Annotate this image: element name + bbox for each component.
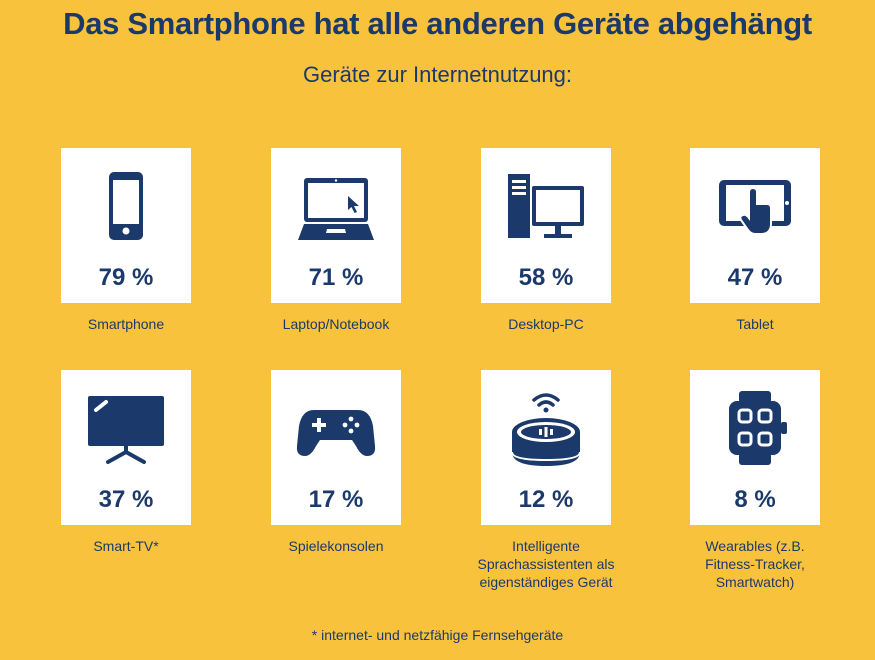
smartwatch-icon [729,391,787,465]
device-label-line: Smartphone [87,316,165,332]
device-card-smartphone: 79 % [61,148,191,303]
device-card-tablet: 47 % [690,148,820,303]
device-value: 8 % [734,486,776,513]
smart-speaker-icon [511,393,581,466]
device-label-line: Intelligente [512,538,580,554]
device-label-line: Smartwatch) [715,574,795,590]
smartphone-icon [109,172,143,240]
device-value: 37 % [98,486,154,513]
device-label: Intelligente Sprachassistenten als eigen… [456,537,636,591]
device-card-laptop: 71 % [271,148,401,303]
device-card-smart-speaker: 12 % [481,370,611,525]
laptop-icon [298,178,374,240]
page-title: Das Smartphone hat alle anderen Geräte a… [63,6,812,41]
device-label-line: Desktop-PC [508,316,584,332]
chart-subtitle: Geräte zur Internetnutzung: [302,62,573,87]
device-label: Wearables (z.B. Fitness-Tracker, Smartwa… [665,537,845,591]
desktop-pc-icon [508,174,584,238]
device-label: Smart-TV* [36,537,216,555]
smart-tv-icon [88,396,164,464]
device-card-smartwatch: 8 % [690,370,820,525]
device-label: Desktop-PC [456,315,636,333]
device-label: Smartphone [36,315,216,333]
device-card-smart-tv: 37 % [61,370,191,525]
tablet-icon [719,180,791,235]
footnote: * internet- und netzfähige Fernsehgeräte [311,627,564,643]
device-label: Tablet [665,315,845,333]
device-label-line: Smart-TV* [93,538,159,554]
device-label-line: Tablet [736,316,774,332]
device-label: Spielekonsolen [246,537,426,555]
device-value: 79 % [98,264,154,291]
device-value: 17 % [308,486,364,513]
device-value: 47 % [727,264,783,291]
device-label-line: eigenständiges Gerät [479,574,613,590]
device-card-gamepad: 17 % [271,370,401,525]
device-card-desktop: 58 % [481,148,611,303]
device-value: 12 % [518,486,574,513]
device-label-line: Fitness-Tracker, [705,556,805,572]
device-label-line: Laptop/Notebook [282,316,390,332]
device-label-line: Sprachassistenten als [477,556,615,572]
device-value: 71 % [308,264,364,291]
device-value: 58 % [518,264,574,291]
device-label-line: Spielekonsolen [288,538,384,554]
device-label-line: Wearables (z.B. [705,538,805,554]
device-label: Laptop/Notebook [246,315,426,333]
gamepad-icon [296,410,376,456]
